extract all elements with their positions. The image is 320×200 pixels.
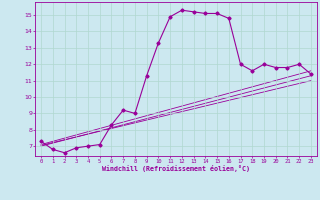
X-axis label: Windchill (Refroidissement éolien,°C): Windchill (Refroidissement éolien,°C) [102,165,250,172]
